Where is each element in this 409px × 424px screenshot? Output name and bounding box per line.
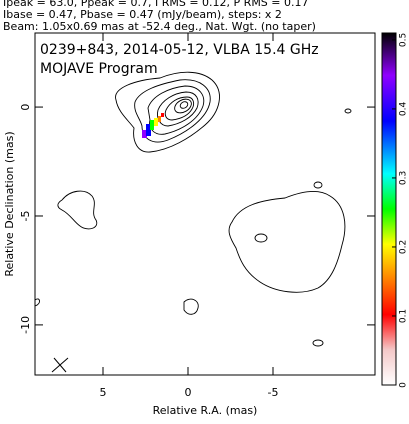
contours xyxy=(35,71,352,373)
y-tick-label: -5 xyxy=(19,210,32,221)
colorbar-tick-label: 0 xyxy=(399,382,409,388)
x-tick-label: 0 xyxy=(185,386,192,399)
header-line: Ibase = 0.47, Pbase = 0.47 (mJy/beam), s… xyxy=(3,8,282,21)
plot-frame xyxy=(34,32,376,376)
annotation: MOJAVE Program xyxy=(40,61,158,77)
annotation: 0239+843, 2014-05-12, VLBA 15.4 GHz xyxy=(40,42,319,58)
header-line: Beam: 1.05x0.69 mas at -52.4 deg., Nat. … xyxy=(3,20,316,33)
x-tick-label: -5 xyxy=(268,386,279,399)
colorbar xyxy=(381,32,397,386)
y-axis-label: Relative Declination (mas) xyxy=(3,131,16,276)
y-tick-label: 0 xyxy=(19,104,32,111)
colorbar-tick-label: 0.4 xyxy=(399,101,409,116)
colorbar-tick-label: 0.2 xyxy=(399,240,409,254)
colorbar-tick-label: 0.5 xyxy=(399,33,409,47)
x-tick-label: 5 xyxy=(100,386,107,399)
header-line: Ipeak = 63.0, Ppeak = 0.7, I RMS = 0.12,… xyxy=(3,0,309,9)
y-tick-label: -10 xyxy=(19,316,32,334)
colorbar-tick-label: 0.1 xyxy=(399,309,409,323)
x-axis-label: Relative R.A. (mas) xyxy=(153,404,258,417)
colorbar-tick-label: 0.3 xyxy=(399,171,409,185)
